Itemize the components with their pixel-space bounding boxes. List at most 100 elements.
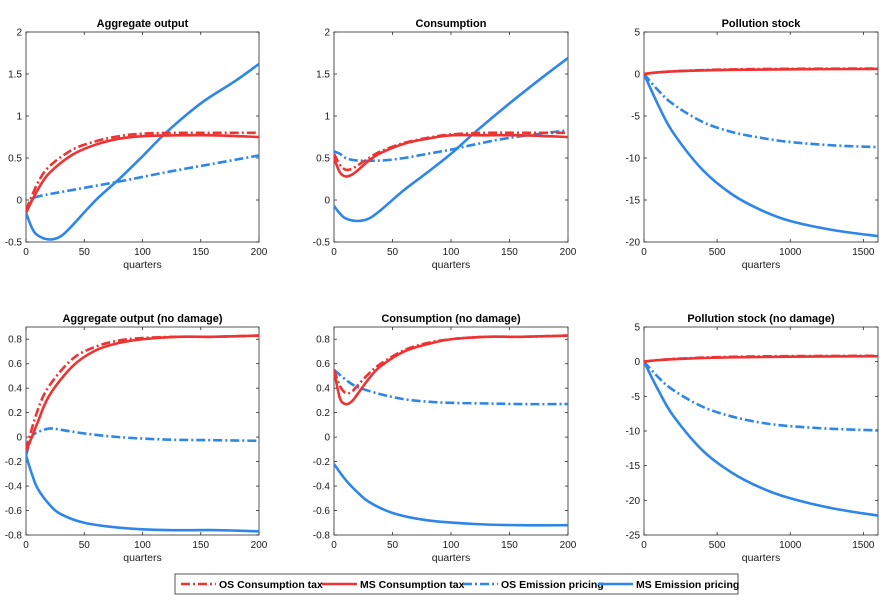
- y-tick-label: 0.6: [316, 359, 330, 370]
- x-tick-label: 1000: [779, 247, 802, 258]
- y-tick-label: 5: [634, 28, 640, 39]
- x-tick-label: 150: [501, 247, 518, 258]
- x-tick-label: 200: [560, 247, 577, 258]
- legend-label-ms-emission-pricing: MS Emission pricing: [636, 579, 739, 591]
- y-tick-label: 1.5: [316, 70, 330, 81]
- series-group: [644, 354, 878, 517]
- x-tick-label: 0: [331, 247, 337, 258]
- y-tick-label: 0.8: [316, 335, 330, 346]
- series-group: [26, 62, 259, 241]
- series-os-consumption-tax: [26, 334, 259, 450]
- y-tick-label: -0.6: [5, 506, 23, 517]
- series-group: [26, 334, 259, 533]
- x-axis-label: quarters: [742, 552, 781, 564]
- series-ms-emission-pricing: [334, 57, 568, 223]
- y-tick-label: -0.4: [5, 482, 23, 493]
- series-group: [334, 334, 568, 527]
- x-tick-label: 500: [709, 540, 726, 551]
- x-axis-label: quarters: [432, 259, 471, 271]
- chart-title: Pollution stock (no damage): [687, 313, 835, 325]
- panel-pollution-stock-no-damage: Pollution stock (no damage) 0 500 1000 1500 -…: [626, 313, 879, 564]
- chart-title: Aggregate output: [97, 18, 189, 30]
- x-tick-label: 200: [251, 540, 268, 551]
- series-os-consumption-tax: [644, 67, 878, 76]
- y-tick-label: -20: [626, 496, 641, 507]
- legend-label-ms-consumption-tax: MS Consumption tax: [360, 579, 465, 591]
- x-tick-label: 200: [560, 540, 577, 551]
- x-tick-label: 100: [443, 540, 460, 551]
- y-tick-label: -15: [626, 461, 641, 472]
- x-tick-label: 0: [331, 540, 337, 551]
- series-os-consumption-tax: [26, 131, 259, 211]
- x-axis-label: quarters: [432, 552, 471, 564]
- series-os-emission-pricing: [644, 73, 878, 149]
- y-tick-label: -0.8: [5, 531, 23, 542]
- x-axis-label: quarters: [123, 552, 162, 564]
- y-tick-label: 0.2: [8, 408, 22, 419]
- y-tick-label: 2: [324, 28, 330, 39]
- y-tick-label: -10: [626, 154, 641, 165]
- series-ms-emission-pricing: [26, 62, 259, 241]
- x-tick-label: 1500: [852, 540, 875, 551]
- y-tick-label: -0.4: [313, 482, 331, 493]
- y-tick-label: -0.6: [313, 506, 331, 517]
- y-tick-label: 0.8: [8, 335, 22, 346]
- chart-title: Aggregate output (no damage): [62, 313, 222, 325]
- x-tick-label: 50: [79, 247, 91, 258]
- chart-title: Consumption (no damage): [381, 313, 521, 325]
- y-tick-label: -0.8: [313, 531, 331, 542]
- y-tick-label: 1.5: [8, 70, 22, 81]
- axes-box: [643, 326, 879, 536]
- y-tick-label: -25: [626, 531, 641, 542]
- y-tick-label: 0.2: [316, 408, 330, 419]
- x-tick-label: 0: [23, 247, 29, 258]
- x-tick-label: 100: [134, 247, 151, 258]
- y-tick-label: 1: [324, 112, 330, 123]
- x-tick-label: 1000: [779, 540, 802, 551]
- x-tick-label: 200: [251, 247, 268, 258]
- series-ms-emission-pricing: [644, 73, 878, 238]
- y-tick-label: 0.4: [8, 384, 22, 395]
- x-tick-label: 150: [192, 540, 209, 551]
- series-group: [644, 67, 878, 238]
- series-os-consumption-tax: [334, 334, 568, 395]
- legend-label-os-emission-pricing: OS Emission pricing: [501, 579, 604, 591]
- y-tick-label: -0.2: [313, 457, 331, 468]
- x-tick-label: 150: [192, 247, 209, 258]
- axes-box: [333, 326, 569, 536]
- y-tick-label: 1: [16, 112, 22, 123]
- axes-box: [333, 31, 569, 243]
- y-tick-label: -5: [631, 112, 640, 123]
- y-tick-label: 0.5: [316, 154, 330, 165]
- y-tick-label: -20: [626, 238, 641, 249]
- x-tick-label: 50: [79, 540, 91, 551]
- y-tick-label: 0: [634, 357, 640, 368]
- y-tick-label: 0.4: [316, 384, 330, 395]
- series-os-emission-pricing: [26, 154, 259, 214]
- x-tick-label: 150: [501, 540, 518, 551]
- y-tick-label: 5: [634, 323, 640, 334]
- x-tick-label: 100: [443, 247, 460, 258]
- x-axis-label: quarters: [742, 259, 781, 271]
- series-ms-emission-pricing: [334, 463, 568, 527]
- x-tick-label: 0: [641, 540, 647, 551]
- series-os-consumption-tax: [334, 131, 568, 172]
- series-ms-emission-pricing: [644, 361, 878, 517]
- y-tick-label: 0: [324, 196, 330, 207]
- y-tick-label: 0: [324, 433, 330, 444]
- series-ms-emission-pricing: [26, 455, 259, 533]
- legend-label-os-consumption-tax: OS Consumption tax: [219, 579, 323, 591]
- series-os-emission-pricing: [644, 360, 878, 432]
- y-tick-label: -15: [626, 196, 641, 207]
- series-os-consumption-tax: [644, 354, 878, 363]
- series-ms-consumption-tax: [26, 133, 259, 214]
- y-tick-label: 0.5: [8, 154, 22, 165]
- x-axis-label: quarters: [123, 259, 162, 271]
- panel-aggregate-output-no-damage: Aggregate output (no damage) 0 50 100 150 200…: [5, 313, 268, 564]
- legend-box: [174, 573, 739, 595]
- y-tick-label: 0: [16, 433, 22, 444]
